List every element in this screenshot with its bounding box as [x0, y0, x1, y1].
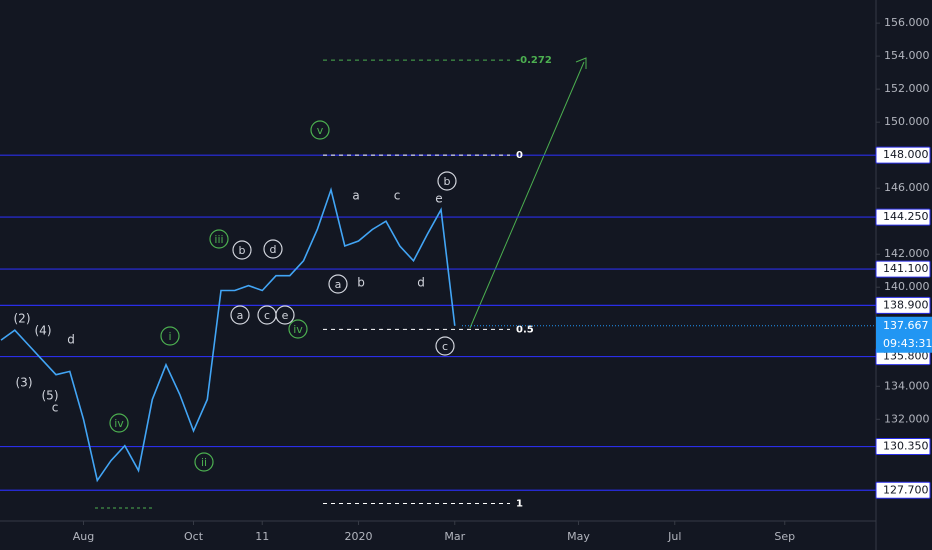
y-tick-label: 134.000	[884, 379, 930, 392]
wave-circle	[109, 413, 129, 433]
wave-circle	[288, 319, 308, 339]
wave-label: (4)	[35, 324, 52, 338]
wave-label: (3)	[16, 376, 33, 390]
wave-label: a	[352, 189, 359, 203]
x-tick-label: 2020	[345, 530, 373, 543]
wave-circle	[435, 336, 455, 356]
y-tick-label: 156.000	[884, 16, 930, 29]
level-label-box	[875, 296, 931, 314]
wave-label: b	[444, 175, 451, 188]
wave-label: a	[237, 309, 244, 322]
wave-circle	[232, 240, 252, 260]
wave-label: (5)	[42, 389, 59, 403]
wave-label: e	[282, 309, 289, 322]
x-tick-label: Jul	[667, 530, 681, 543]
current-price-box	[876, 316, 932, 353]
level-label: 135.800	[883, 350, 929, 363]
level-label: 130.350	[883, 440, 929, 453]
wave-label: (2)	[14, 312, 31, 326]
x-tick-label: Oct	[184, 530, 204, 543]
y-tick-label: 146.000	[884, 181, 930, 194]
y-tick-label: 140.000	[884, 280, 930, 293]
level-label-box	[875, 438, 931, 456]
level-label-box	[875, 208, 931, 226]
fib-label: -0.272	[516, 55, 552, 66]
fib-label: 0.5	[516, 324, 534, 335]
projection-arrow	[469, 61, 585, 329]
wave-label: v	[317, 124, 324, 137]
x-tick-label: 11	[255, 530, 269, 543]
x-tick-label: Mar	[444, 530, 465, 543]
wave-label: i	[168, 330, 171, 343]
level-label: 144.250	[883, 210, 929, 223]
wave-label: c	[442, 340, 448, 353]
wave-label: iv	[293, 323, 303, 336]
y-tick-label: 142.000	[884, 247, 930, 260]
wave-label: d	[270, 243, 277, 256]
level-label-box	[875, 260, 931, 278]
level-label: 141.100	[883, 262, 929, 275]
wave-label: e	[435, 192, 442, 206]
wave-circle	[160, 326, 180, 346]
x-tick-label: May	[567, 530, 590, 543]
wave-label: d	[417, 276, 425, 290]
countdown: 09:43:31	[883, 337, 932, 350]
level-label: 148.000	[883, 148, 929, 161]
wave-circle	[310, 120, 330, 140]
y-tick-label: 132.000	[884, 412, 930, 425]
wave-label: b	[357, 276, 365, 290]
current-price-label: 137.667	[883, 319, 929, 332]
wave-circle	[230, 305, 250, 325]
wave-circle	[437, 171, 457, 191]
y-tick-label: 152.000	[884, 82, 930, 95]
wave-label: ii	[201, 456, 207, 469]
wave-label: iv	[114, 417, 124, 430]
wave-circle	[275, 305, 295, 325]
level-label-box	[875, 146, 931, 164]
wave-label: d	[67, 333, 75, 347]
arrow-head	[575, 57, 587, 69]
wave-label: a	[335, 278, 342, 291]
wave-label: c	[52, 401, 59, 415]
level-label-box	[875, 481, 931, 499]
x-tick-label: Aug	[73, 530, 94, 543]
fib-label: 0	[516, 150, 523, 161]
wave-label: c	[394, 189, 401, 203]
level-label: 138.900	[883, 298, 929, 311]
wave-circle	[263, 239, 283, 259]
wave-label: c	[264, 309, 270, 322]
wave-circle	[328, 274, 348, 294]
y-tick-label: 150.000	[884, 115, 930, 128]
price-line	[0, 186, 456, 483]
level-label: 127.700	[883, 483, 929, 496]
wave-circle	[194, 452, 214, 472]
fib-label: 1	[516, 498, 523, 509]
wave-label: iii	[214, 233, 223, 246]
x-tick-label: Sep	[774, 530, 795, 543]
wave-label: b	[239, 244, 246, 257]
y-tick-label: 154.000	[884, 49, 930, 62]
wave-circle	[209, 229, 229, 249]
